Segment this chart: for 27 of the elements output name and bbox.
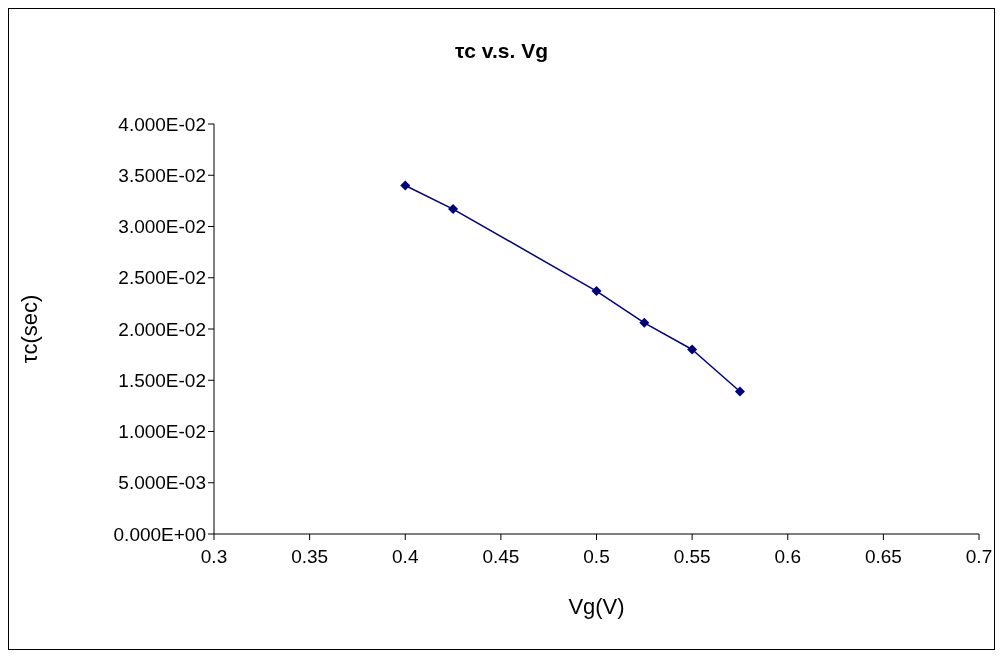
y-tick-label: 1.000E-02 [118,421,206,443]
point [639,317,650,328]
y-tick-label: 2.000E-02 [118,318,206,340]
point [448,204,459,215]
x-tick-label: 0.6 [774,546,801,568]
y-tick-label: 2.500E-02 [118,267,206,289]
y-tick-label: 0.000E+00 [113,523,206,545]
y-tick-label: 3.500E-02 [118,164,206,186]
y-tick-label: 3.000E-02 [118,216,206,238]
y-tick-label: 5.000E-03 [118,472,206,494]
x-tick-label: 0.55 [673,546,711,568]
x-tick-label: 0.3 [200,546,228,568]
x-tick-label: 0.35 [291,546,329,568]
x-tick-label: 0.5 [583,546,610,568]
x-tick-label: 0.7 [965,546,993,568]
x-tick-label: 0.4 [392,546,419,568]
y-axis-title: τc(sec) [16,294,42,364]
y-tick-label: 4.000E-02 [118,113,206,135]
point [734,386,745,397]
point [591,286,602,297]
x-tick-label: 0.65 [864,546,902,568]
x-axis-title: Vg(V) [568,594,625,619]
chart-title: τc v.s. Vg [454,39,549,63]
point [687,344,698,355]
y-tick-label: 1.500E-02 [118,369,206,391]
point [400,180,411,191]
x-tick-label: 0.45 [482,546,520,568]
